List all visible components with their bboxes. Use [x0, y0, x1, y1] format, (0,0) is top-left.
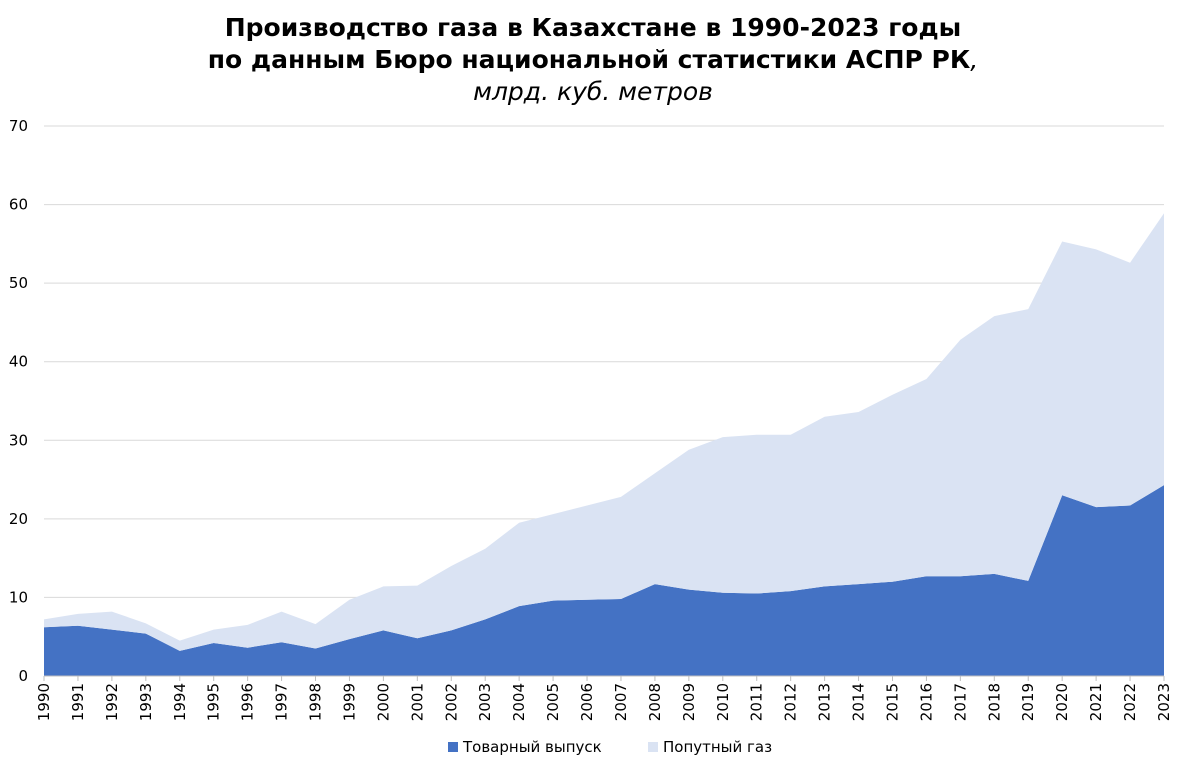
- x-tick-label: 2015: [883, 683, 901, 721]
- y-tick-label: 30: [9, 431, 28, 449]
- chart-title: Производство газа в Казахстане в 1990-20…: [0, 12, 1186, 108]
- legend-item-series-2: Попутный газ: [648, 738, 772, 756]
- x-tick-label: 2000: [374, 683, 392, 721]
- x-tick-label: 2005: [544, 683, 562, 721]
- area-series-1: [44, 485, 1164, 676]
- x-tick-label: 1997: [273, 683, 291, 721]
- x-tick-label: 2019: [1019, 683, 1037, 721]
- chart-title-line-2-text: по данным Бюро национальной статистики А…: [207, 45, 971, 74]
- x-tick-label: 2006: [578, 683, 596, 721]
- y-tick-label: 40: [9, 353, 28, 371]
- x-tick-label: 2003: [476, 683, 494, 721]
- x-tick-label: 2012: [782, 683, 800, 721]
- chart-title-line-1: Производство газа в Казахстане в 1990-20…: [224, 13, 962, 42]
- x-tick-label: 2020: [1053, 683, 1071, 721]
- legend-swatch-series-2: [648, 742, 658, 752]
- x-tick-label: 2010: [714, 683, 732, 721]
- x-tick-label: 2001: [408, 683, 426, 721]
- y-tick-label: 50: [9, 274, 28, 292]
- x-tick-label: 2021: [1087, 683, 1105, 721]
- legend-label-series-2: Попутный газ: [663, 738, 773, 756]
- x-tick-label: 1990: [35, 683, 53, 721]
- x-tick-label: 1994: [171, 683, 189, 721]
- x-tick-label: 1999: [340, 683, 358, 721]
- x-tick-label: 1996: [239, 683, 257, 721]
- y-tick-label: 60: [9, 196, 28, 214]
- legend-swatch-series-1: [448, 742, 458, 752]
- x-tick-label: 2022: [1121, 683, 1139, 721]
- axes: 0 10 20 30 40 50 60 70 1990 1991 1992 1993 1994 1995 1…: [9, 117, 1173, 721]
- area-series-2: [44, 213, 1164, 651]
- chart-title-comma: ,: [970, 45, 979, 74]
- y-tick-label: 20: [9, 510, 28, 528]
- chart-subtitle: млрд. куб. метров: [473, 77, 713, 106]
- y-tick-label: 70: [9, 117, 28, 135]
- x-tick-label: 2007: [612, 683, 630, 721]
- area-series: [44, 213, 1164, 676]
- x-tick-label: 2017: [951, 683, 969, 721]
- x-tick-label: 1998: [307, 683, 325, 721]
- x-tick-label: 2009: [680, 683, 698, 721]
- x-tick-label: 1993: [137, 683, 155, 721]
- x-tick-label: 2011: [748, 683, 766, 721]
- x-tick-label: 2014: [850, 683, 868, 721]
- x-tick-label: 2013: [816, 683, 834, 721]
- x-tick-label: 1992: [103, 683, 121, 721]
- legend-label-series-1: Товарный выпуск: [463, 738, 602, 756]
- x-tick-label: 2023: [1155, 683, 1173, 721]
- x-tick-label: 1995: [205, 683, 223, 721]
- chart-title-line-2: по данным Бюро национальной статистики А…: [0, 44, 1186, 76]
- x-tick-label: 2018: [985, 683, 1003, 721]
- x-tick-label: 2004: [510, 683, 528, 721]
- legend: Товарный выпуск Попутный газ: [0, 738, 1186, 760]
- x-tick-label: 2016: [917, 683, 935, 721]
- x-tick-label: 1991: [69, 683, 87, 721]
- y-tick-label: 0: [18, 667, 28, 685]
- x-tick-label: 2008: [646, 683, 664, 721]
- x-tick-label: 2002: [442, 683, 460, 721]
- y-tick-label: 10: [9, 588, 28, 606]
- legend-item-series-1: Товарный выпуск: [448, 738, 602, 756]
